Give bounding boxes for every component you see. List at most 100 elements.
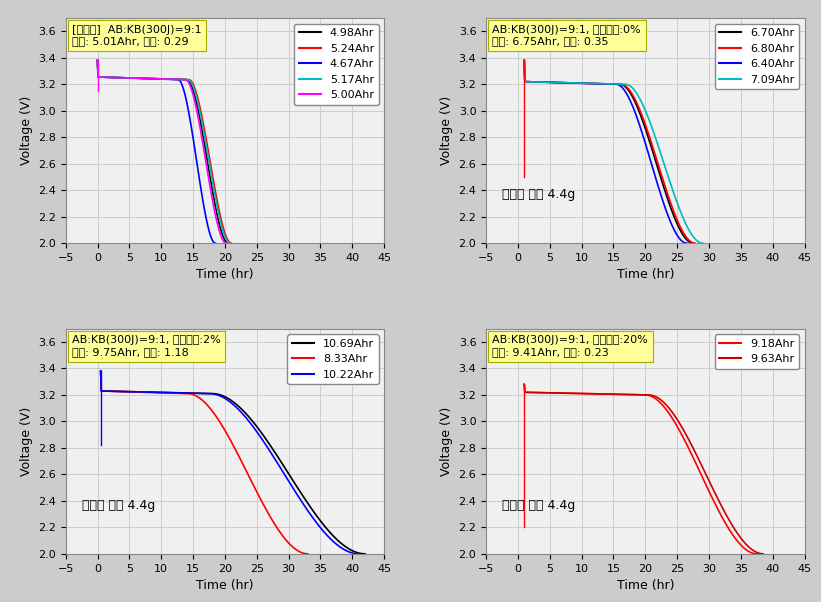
4.67Ahr [169,76,179,83]
6.80Ahr [681,234,691,241]
9.18Ahr [746,549,756,556]
Line: 8.33Ahr: 8.33Ahr [101,371,308,554]
5.17Ahr [223,238,233,246]
Text: [공정품]  AB:KB(300J)=9:1
평균: 5.01Ahr, 편차: 0.29: [공정품] AB:KB(300J)=9:1 평균: 5.01Ahr, 편차: 0… [72,25,202,46]
4.98Ahr [177,76,187,83]
6.70Ahr [583,80,593,87]
9.63Ahr [603,391,612,398]
8.33Ahr [219,426,229,433]
7.09Ahr [654,147,664,154]
4.98Ahr [200,144,210,151]
Line: 5.17Ahr: 5.17Ahr [98,60,230,243]
5.17Ahr [202,144,212,151]
X-axis label: Time (hr): Time (hr) [196,579,254,592]
5.00Ahr [176,76,186,83]
9.18Ahr [674,426,684,433]
6.40Ahr [681,240,691,247]
Line: 6.80Ahr: 6.80Ahr [525,60,695,243]
6.70Ahr [685,238,695,246]
7.09Ahr [644,116,654,123]
4.67Ahr [210,240,220,247]
5.17Ahr [220,234,230,241]
5.24Ahr [179,76,189,83]
5.24Ahr [93,57,103,64]
6.40Ahr [607,81,617,88]
4.67Ahr [206,234,216,241]
6.80Ahr [686,238,696,246]
10.22Ahr [354,550,364,557]
5.00Ahr [93,57,103,64]
5.00Ahr [193,112,203,119]
Text: 캐소드 중량 4.4g: 캐소드 중량 4.4g [81,499,155,512]
6.40Ahr [580,80,590,87]
10.22Ahr [337,544,346,551]
Text: AB:KB(300J)=9:1, 나프탈렌:0%
평균: 6.75Ahr, 편차: 0.35: AB:KB(300J)=9:1, 나프탈렌:0% 평균: 6.75Ahr, 편차… [493,25,641,46]
6.80Ahr [639,116,649,123]
6.70Ahr [637,116,647,123]
6.70Ahr [680,234,690,241]
6.40Ahr [520,57,530,64]
5.00Ahr [222,240,232,247]
9.18Ahr [690,458,699,465]
4.98Ahr [93,57,103,64]
8.33Ahr [178,390,188,397]
10.22Ahr [168,389,178,396]
9.63Ahr [695,458,704,465]
9.18Ahr [635,391,644,399]
4.98Ahr [221,238,231,246]
Line: 4.67Ahr: 4.67Ahr [98,60,215,243]
Line: 5.24Ahr: 5.24Ahr [98,60,232,243]
7.09Ahr [615,81,625,88]
5.24Ahr [222,234,232,241]
Y-axis label: Voltage (V): Voltage (V) [440,407,453,476]
5.24Ahr [224,238,234,246]
6.70Ahr [648,147,658,154]
Legend: 10.69Ahr, 8.33Ahr, 10.22Ahr: 10.69Ahr, 8.33Ahr, 10.22Ahr [287,334,378,384]
4.67Ahr [209,238,218,246]
Text: AB:KB(300J)=9:1, 나프탈렌:2%
평균: 9.75Ahr, 편차: 1.18: AB:KB(300J)=9:1, 나프탈렌:2% 평균: 9.75Ahr, 편차… [72,335,221,357]
Y-axis label: Voltage (V): Voltage (V) [20,96,33,165]
10.69Ahr [342,544,352,551]
10.69Ahr [254,426,264,433]
8.33Ahr [296,549,306,556]
5.17Ahr [178,76,188,83]
6.40Ahr [678,238,688,246]
6.80Ahr [611,81,621,88]
9.18Ahr [752,550,762,557]
9.63Ahr [759,550,768,557]
4.98Ahr [195,112,204,119]
10.22Ahr [250,426,259,433]
Text: AB:KB(300J)=9:1, 나프탈렌:20%
평균: 9.41Ahr, 편차: 0.23: AB:KB(300J)=9:1, 나프탈렌:20% 평균: 9.41Ahr, 편… [493,335,649,357]
Line: 4.98Ahr: 4.98Ahr [98,60,228,243]
7.09Ahr [520,57,530,64]
6.80Ahr [690,240,700,247]
Line: 9.18Ahr: 9.18Ahr [525,384,757,554]
4.67Ahr [190,144,200,151]
10.69Ahr [96,367,106,374]
9.63Ahr [753,549,763,556]
Line: 9.63Ahr: 9.63Ahr [525,384,764,554]
8.33Ahr [236,456,245,464]
9.63Ahr [745,545,755,552]
5.24Ahr [227,240,236,247]
6.40Ahr [643,147,653,154]
6.70Ahr [610,81,620,88]
9.63Ahr [679,426,689,433]
7.09Ahr [694,238,704,246]
5.17Ahr [154,75,163,82]
6.80Ahr [649,147,658,154]
10.22Ahr [96,367,106,374]
9.63Ahr [520,380,530,388]
Line: 5.00Ahr: 5.00Ahr [98,60,227,243]
6.80Ahr [520,57,530,64]
10.69Ahr [170,389,180,396]
Line: 7.09Ahr: 7.09Ahr [525,60,703,243]
8.33Ahr [303,550,313,557]
4.98Ahr [218,234,228,241]
5.17Ahr [196,112,206,119]
Line: 6.70Ahr: 6.70Ahr [525,60,693,243]
8.33Ahr [289,544,299,551]
10.69Ahr [275,456,285,464]
10.22Ahr [271,456,281,464]
6.40Ahr [674,234,684,241]
